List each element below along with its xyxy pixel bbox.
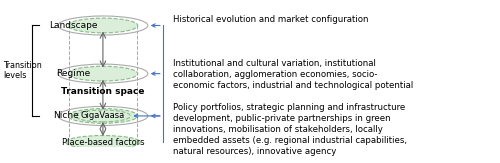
Text: GigaVaasa: GigaVaasa xyxy=(81,111,125,120)
Text: Transition
levels: Transition levels xyxy=(3,61,42,80)
Text: Historical evolution and market configuration: Historical evolution and market configur… xyxy=(172,15,368,24)
Ellipse shape xyxy=(66,135,140,149)
Text: Landscape: Landscape xyxy=(48,21,97,30)
Text: Institutional and cultural variation, institutional
collaboration, agglomeration: Institutional and cultural variation, in… xyxy=(172,59,413,90)
Text: Regime: Regime xyxy=(56,69,90,78)
Text: Niche: Niche xyxy=(52,111,78,120)
Ellipse shape xyxy=(68,109,138,123)
Ellipse shape xyxy=(68,18,138,33)
Ellipse shape xyxy=(76,110,130,122)
Text: Place-based factors: Place-based factors xyxy=(62,138,144,147)
Text: Transition space: Transition space xyxy=(61,87,144,96)
Text: Policy portfolios, strategic planning and infrastructure
development, public-pri: Policy portfolios, strategic planning an… xyxy=(172,103,406,156)
Ellipse shape xyxy=(68,66,138,81)
